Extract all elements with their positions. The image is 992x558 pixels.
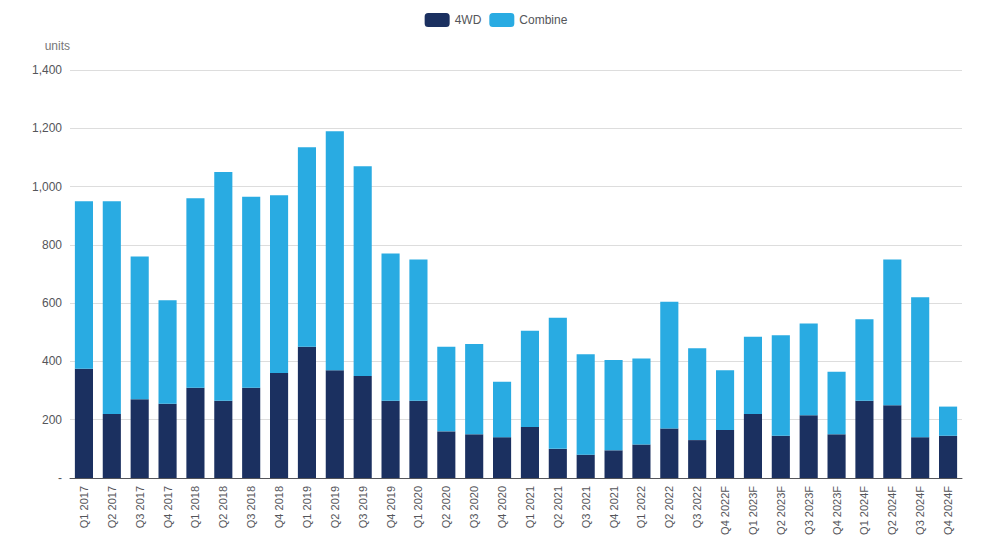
svg-text:Q4 2017: Q4 2017 — [162, 486, 174, 528]
svg-text:Q3 2019: Q3 2019 — [357, 486, 369, 528]
svg-text:Q2 2017: Q2 2017 — [106, 486, 118, 528]
svg-text:Q4 2023F: Q4 2023F — [831, 486, 843, 535]
svg-text:Q3 2020: Q3 2020 — [468, 486, 480, 528]
svg-text:Q1 2019: Q1 2019 — [301, 486, 313, 528]
svg-text:200: 200 — [42, 413, 62, 427]
svg-text:Q2 2024F: Q2 2024F — [886, 486, 898, 535]
svg-text:1,200: 1,200 — [32, 121, 62, 135]
svg-text:Q2 2019: Q2 2019 — [329, 486, 341, 528]
svg-text:-: - — [58, 471, 62, 485]
svg-text:Q4 2024F: Q4 2024F — [942, 486, 954, 535]
svg-text:Q1 2023F: Q1 2023F — [747, 486, 759, 535]
svg-text:Q2 2023F: Q2 2023F — [775, 486, 787, 535]
svg-text:1,000: 1,000 — [32, 180, 62, 194]
svg-text:Q4 2020: Q4 2020 — [496, 486, 508, 528]
svg-text:800: 800 — [42, 238, 62, 252]
svg-text:Q3 2017: Q3 2017 — [134, 486, 146, 528]
svg-text:Q2 2020: Q2 2020 — [440, 486, 452, 528]
svg-text:Q2 2021: Q2 2021 — [552, 486, 564, 528]
svg-text:Q1 2024F: Q1 2024F — [858, 486, 870, 535]
svg-text:Q4 2021: Q4 2021 — [608, 486, 620, 528]
svg-text:600: 600 — [42, 296, 62, 310]
svg-text:Q4 2022F: Q4 2022F — [719, 486, 731, 535]
svg-text:Q1 2022: Q1 2022 — [635, 486, 647, 528]
svg-text:Q3 2023F: Q3 2023F — [803, 486, 815, 535]
svg-text:Q4 2019: Q4 2019 — [385, 486, 397, 528]
svg-text:units: units — [45, 39, 70, 53]
svg-text:Combine: Combine — [519, 13, 567, 27]
svg-text:400: 400 — [42, 354, 62, 368]
svg-text:Q2 2018: Q2 2018 — [217, 486, 229, 528]
svg-text:Q1 2018: Q1 2018 — [189, 486, 201, 528]
svg-text:Q3 2018: Q3 2018 — [245, 486, 257, 528]
svg-text:Q1 2021: Q1 2021 — [524, 486, 536, 528]
svg-text:Q3 2022: Q3 2022 — [691, 486, 703, 528]
svg-text:Q1 2020: Q1 2020 — [412, 486, 424, 528]
svg-text:Q3 2021: Q3 2021 — [580, 486, 592, 528]
svg-text:4WD: 4WD — [455, 13, 482, 27]
svg-text:1,400: 1,400 — [32, 63, 62, 77]
svg-text:Q3 2024F: Q3 2024F — [914, 486, 926, 535]
svg-text:Q1 2017: Q1 2017 — [78, 486, 90, 528]
svg-text:Q4 2018: Q4 2018 — [273, 486, 285, 528]
svg-text:Q2 2022: Q2 2022 — [663, 486, 675, 528]
